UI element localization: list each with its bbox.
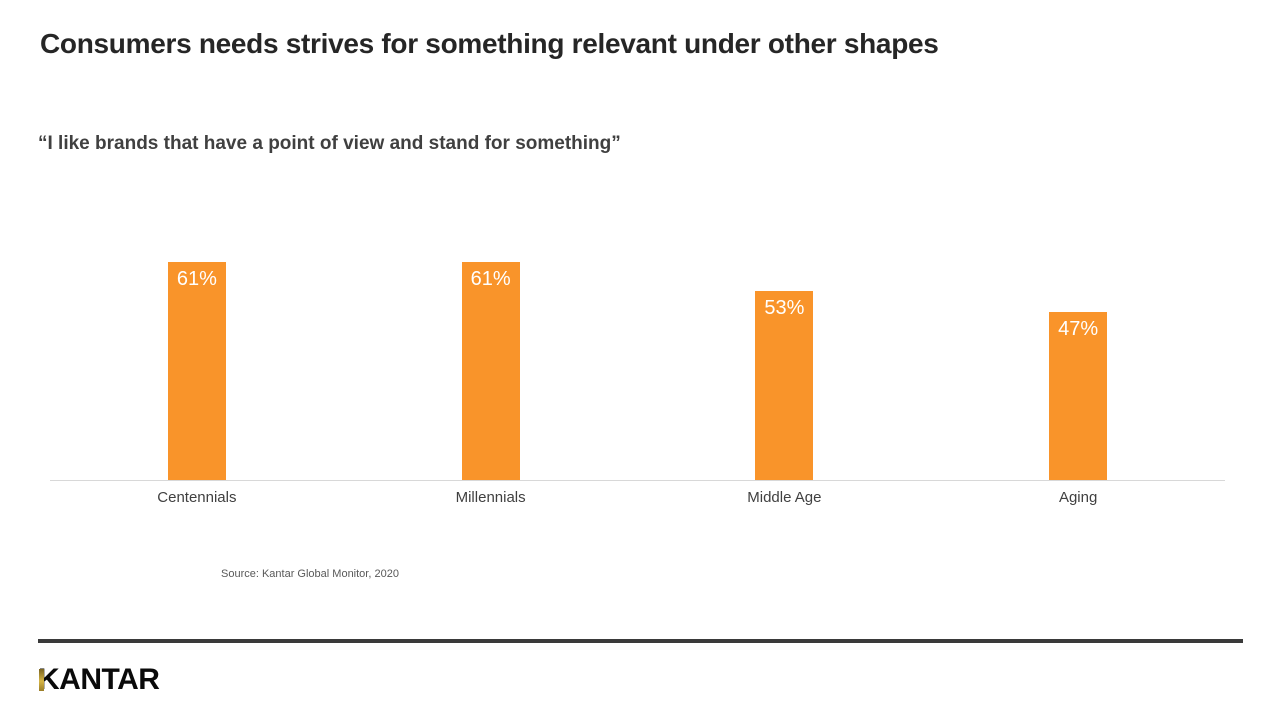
bar-value-label: 61% xyxy=(470,268,511,290)
bar-value-label: 61% xyxy=(176,268,217,290)
category-label: Millennials xyxy=(455,489,526,506)
x-axis-line xyxy=(50,480,1225,481)
bar: 47% xyxy=(1049,312,1108,480)
category-label: Centennials xyxy=(157,489,237,506)
category-label: Aging xyxy=(1058,489,1098,506)
slide-title: Consumers needs strives for something re… xyxy=(40,28,939,59)
bar: 61% xyxy=(167,262,226,480)
bar-value-label: 47% xyxy=(1058,318,1099,340)
slide-subtitle: “I like brands that have a point of view… xyxy=(38,133,621,154)
category-label: Middle Age xyxy=(747,489,822,506)
source-note: Source: Kantar Global Monitor, 2020 xyxy=(221,568,399,580)
bar: 61% xyxy=(461,262,520,480)
bar: 53% xyxy=(755,291,814,480)
kantar-logo: KANTAR xyxy=(38,663,160,696)
footer-rule xyxy=(38,639,1243,643)
logo-text: KANTAR xyxy=(38,663,160,696)
logo-gold-bar-icon xyxy=(39,669,44,691)
bar-value-label: 53% xyxy=(764,297,805,319)
